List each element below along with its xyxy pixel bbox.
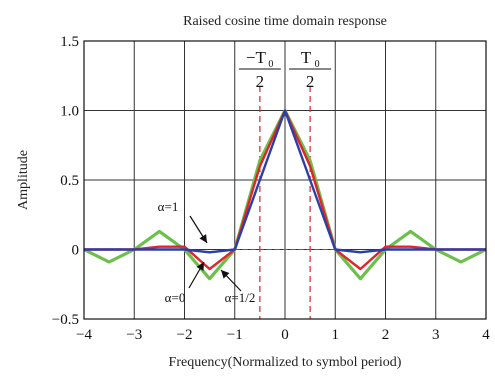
annotation-label: α=1 (158, 199, 179, 214)
x-tick-label: 4 (482, 327, 490, 343)
y-tick-labels: 1.5 1.0 0.5 0 −0.5 (52, 34, 79, 328)
x-tick-label: −3 (126, 327, 142, 343)
y-axis-label: Amplitude (16, 150, 31, 210)
t0-marker-subscript: 0 (268, 59, 273, 70)
x-tick-label: 0 (281, 327, 289, 343)
x-tick-label: 1 (332, 327, 340, 343)
x-tick-label: 3 (432, 327, 440, 343)
x-tick-labels: −4 −3 −2 −1 0 1 2 3 4 (76, 327, 490, 343)
x-tick-label: −2 (177, 327, 193, 343)
x-tick-label: 2 (382, 327, 390, 343)
series-annotations: α=1 α=0 α=1/2 (158, 199, 256, 305)
y-tick-label: 0.5 (60, 173, 79, 189)
x-axis-label: Frequency(Normalized to symbol period) (169, 355, 402, 370)
x-tick-label: −4 (76, 327, 92, 343)
t0-marker-numerator: −T (246, 48, 267, 67)
plot-frame (83, 40, 487, 320)
t0-marker-subscript: 0 (315, 59, 320, 70)
annotation-arrowhead (221, 270, 230, 279)
y-tick-label: 0 (72, 243, 80, 259)
x-tick-label: −1 (227, 327, 243, 343)
y-tick-label: 1.0 (60, 104, 79, 120)
t0-marker-denominator: 2 (256, 72, 265, 91)
series-line (84, 109, 486, 254)
t0-markers: −T 02T 02 (238, 48, 332, 319)
y-tick-label: 1.5 (60, 34, 79, 50)
annotation-arrowhead (196, 262, 204, 271)
annotation-label: α=0 (165, 290, 186, 305)
annotation-label: α=1/2 (225, 290, 256, 305)
t0-marker-denominator: 2 (306, 72, 315, 91)
series-lines (83, 108, 487, 281)
y-tick-label: −0.5 (52, 312, 79, 328)
grid-lines (83, 40, 487, 320)
t0-marker-numerator: T (301, 48, 312, 67)
annotation-arrowhead (199, 234, 207, 243)
chart-title: Raised cosine time domain response (183, 14, 387, 29)
